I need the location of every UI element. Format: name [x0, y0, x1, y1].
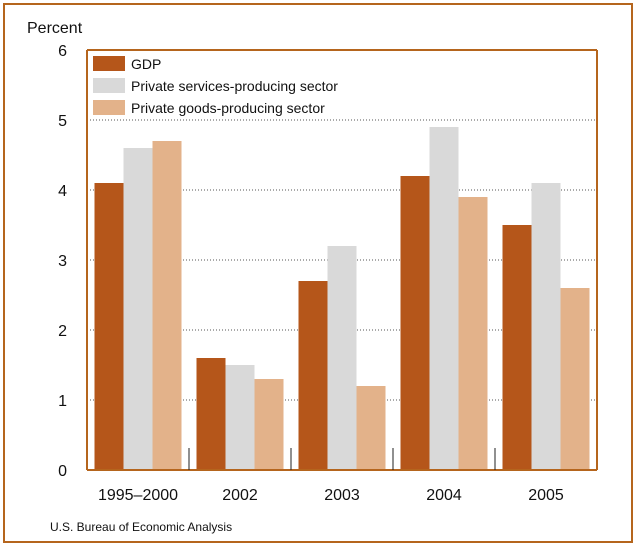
y-tick-labels: 0 1 2 3 4 5 6 — [58, 43, 67, 480]
legend-swatch — [93, 100, 125, 115]
legend-label: Private goods-producing sector — [131, 100, 325, 116]
bar — [356, 386, 386, 470]
source-note: U.S. Bureau of Economic Analysis — [50, 520, 233, 534]
y-tick-label: 1 — [58, 393, 67, 410]
bar-chart: Percent 0 1 2 3 4 5 6 1995–2000 2002 2003 2004 200… — [27, 20, 598, 504]
bar — [400, 176, 430, 470]
y-axis-unit-label: Percent — [27, 20, 83, 37]
bar — [502, 225, 532, 470]
x-category-label: 2002 — [222, 487, 258, 504]
bar — [94, 183, 124, 470]
bar — [327, 246, 357, 470]
y-tick-label: 3 — [58, 253, 67, 270]
y-tick-label: 0 — [58, 463, 67, 480]
bar — [458, 197, 488, 470]
x-category-label: 1995–2000 — [98, 487, 178, 504]
legend: GDP Private services-producing sector Priv… — [93, 56, 338, 116]
bar — [429, 127, 459, 470]
x-category-label: 2003 — [324, 487, 360, 504]
bar — [123, 148, 153, 470]
bar — [152, 141, 182, 470]
chart-frame: Percent 0 1 2 3 4 5 6 1995–2000 2002 2003 2004 200… — [3, 3, 633, 543]
bar — [531, 183, 561, 470]
x-category-label: 2004 — [426, 487, 462, 504]
legend-label: GDP — [131, 56, 161, 72]
x-category-labels: 1995–2000 2002 2003 2004 2005 — [98, 487, 564, 504]
x-category-label: 2005 — [528, 487, 564, 504]
bar — [560, 288, 590, 470]
bar — [196, 358, 226, 470]
axes — [86, 49, 598, 471]
legend-swatch — [93, 78, 125, 93]
bar — [254, 379, 284, 470]
legend-label: Private services-producing sector — [131, 78, 338, 94]
legend-swatch — [93, 56, 125, 71]
y-tick-label: 6 — [58, 43, 67, 60]
y-tick-label: 4 — [58, 183, 67, 200]
bars — [94, 127, 590, 470]
bar — [298, 281, 328, 470]
bar — [225, 365, 255, 470]
y-tick-label: 2 — [58, 323, 67, 340]
y-tick-label: 5 — [58, 113, 67, 130]
